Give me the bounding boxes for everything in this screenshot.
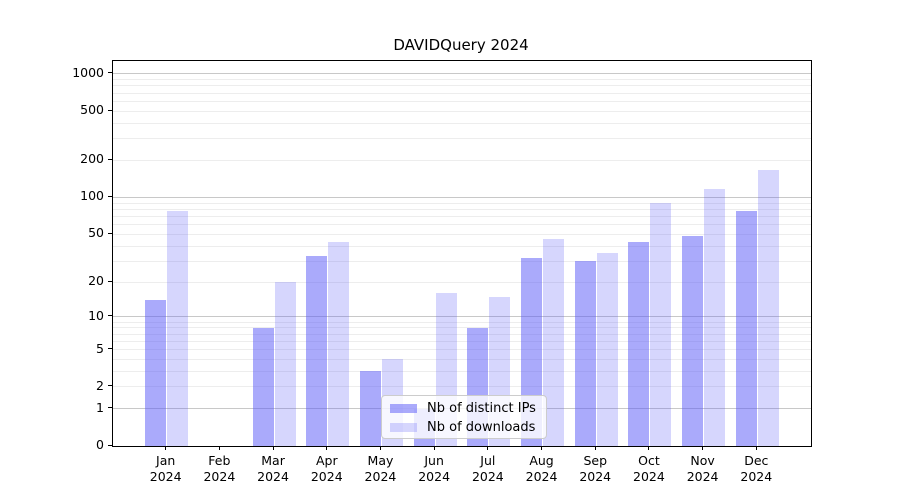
gridline [113, 321, 811, 323]
x-tick-mark [165, 446, 167, 450]
y-tick-label: 500 [80, 102, 104, 118]
x-tick-label: Jun 2024 [418, 453, 451, 484]
legend: Nb of distinct IPs Nb of downloads [381, 395, 547, 439]
x-tick-label: Aug 2024 [525, 453, 558, 484]
y-tick-mark [108, 407, 112, 409]
gridline [113, 358, 811, 360]
gridline [113, 327, 811, 329]
y-tick-mark [108, 158, 112, 160]
y-tick-label: 200 [80, 151, 104, 167]
legend-row-distinct-ips: Nb of distinct IPs [390, 399, 546, 418]
gridline [113, 92, 811, 94]
gridline [113, 340, 811, 342]
bar-downloads [596, 253, 618, 446]
gridline [113, 281, 811, 283]
y-tick-mark [108, 232, 112, 234]
x-tick-label: Mar 2024 [257, 453, 289, 484]
bar-downloads [274, 282, 296, 446]
x-tick-mark [433, 446, 435, 450]
gridline [113, 333, 811, 335]
x-tick-label: Nov 2024 [686, 453, 719, 484]
bar-downloads [167, 210, 189, 446]
gridline [113, 245, 811, 247]
x-tick-mark [487, 446, 489, 450]
y-tick-label: 50 [88, 225, 104, 241]
y-tick-mark [108, 195, 112, 197]
x-tick-mark [594, 446, 596, 450]
y-tick-mark [108, 72, 112, 74]
gridline [113, 208, 811, 210]
gridline [113, 122, 811, 124]
legend-label-distinct-ips: Nb of distinct IPs [427, 401, 536, 416]
y-tick-label: 1 [96, 399, 104, 415]
bar-distinct-ips [574, 261, 596, 446]
gridline [113, 370, 811, 372]
x-tick-mark [541, 446, 543, 450]
gridline [113, 138, 811, 140]
gridline [113, 85, 811, 87]
bar-downloads [328, 242, 350, 446]
gridline [113, 386, 811, 388]
x-tick-mark [648, 446, 650, 450]
gridline [113, 202, 811, 204]
bar-distinct-ips [145, 300, 167, 446]
x-tick-label: Jul 2024 [471, 453, 504, 484]
y-tick-label: 5 [96, 340, 104, 356]
x-tick-mark [272, 446, 274, 450]
x-tick-mark [702, 446, 704, 450]
bar-downloads [650, 203, 672, 446]
y-tick-mark [108, 280, 112, 282]
gridline [113, 159, 811, 161]
gridline [113, 349, 811, 350]
x-tick-label: May 2024 [364, 453, 397, 484]
y-tick-label: 20 [88, 273, 104, 289]
y-tick-mark [108, 444, 112, 446]
gridline [113, 224, 811, 226]
x-tick-mark [218, 446, 220, 450]
x-tick-label: Apr 2024 [310, 453, 343, 484]
y-tick-mark [108, 348, 112, 349]
x-tick-label: Sep 2024 [579, 453, 612, 484]
gridline [113, 196, 811, 198]
gridline [113, 215, 811, 217]
y-tick-mark [108, 109, 112, 111]
x-tick-label: Dec 2024 [740, 453, 773, 484]
bar-downloads [704, 189, 726, 446]
legend-swatch-distinct-ips-icon [390, 404, 417, 413]
x-tick-mark [379, 446, 381, 450]
gridline [113, 233, 811, 235]
bar-downloads [757, 170, 779, 446]
bar-distinct-ips [252, 327, 274, 446]
y-tick-label: 0 [96, 437, 104, 452]
gridline [113, 316, 811, 318]
bar-distinct-ips [628, 242, 650, 446]
gridline [113, 100, 811, 102]
gridline [113, 79, 811, 81]
bar-distinct-ips [735, 211, 757, 446]
gridline [113, 260, 811, 262]
bar-downloads [543, 238, 565, 446]
y-tick-mark [108, 315, 112, 317]
x-tick-mark [755, 446, 757, 450]
gridline [113, 110, 811, 112]
x-tick-label: Jan 2024 [149, 453, 182, 484]
x-tick-mark [326, 446, 328, 450]
legend-label-downloads: Nb of downloads [427, 420, 536, 435]
y-tick-label: 10 [88, 307, 104, 323]
chart-title: DAVIDQuery 2024 [393, 36, 529, 54]
x-tick-label: Oct 2024 [633, 453, 665, 484]
x-tick-label: Feb 2024 [203, 453, 236, 484]
y-tick-label: 1000 [72, 64, 104, 80]
y-tick-label: 100 [80, 188, 104, 204]
bar-distinct-ips [359, 371, 381, 446]
bar-distinct-ips [682, 236, 704, 446]
plot-area: Nb of distinct IPs Nb of downloads [112, 60, 812, 447]
gridline [113, 73, 811, 75]
y-tick-label: 2 [96, 377, 104, 393]
legend-swatch-downloads-icon [390, 423, 417, 432]
bar-distinct-ips [306, 256, 328, 446]
y-tick-mark [108, 385, 112, 387]
legend-row-downloads: Nb of downloads [390, 418, 546, 437]
